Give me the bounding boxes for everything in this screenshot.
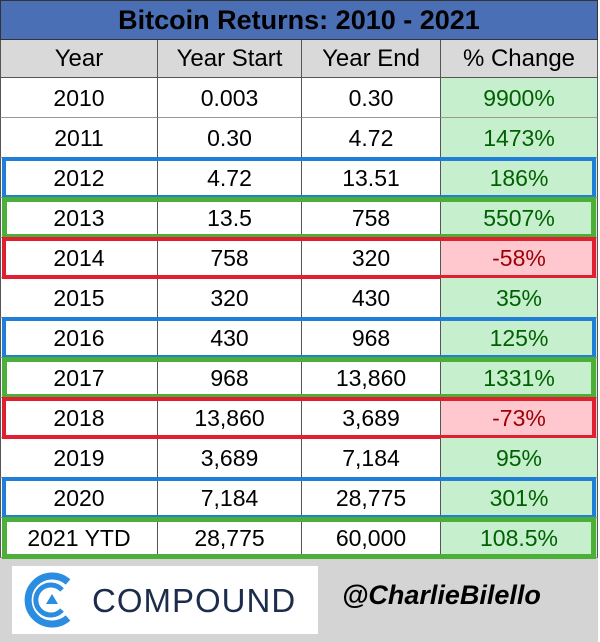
table-cell: 320 xyxy=(302,238,441,278)
row-label: 2013 xyxy=(0,198,158,238)
table-cell: 5507% xyxy=(441,198,598,238)
column-header: % Change xyxy=(441,40,598,78)
table-cell: 301% xyxy=(441,478,598,518)
table-cell: 1473% xyxy=(441,118,598,158)
row-label: 2015 xyxy=(0,278,158,318)
table-cell: -58% xyxy=(441,238,598,278)
table-cell: 758 xyxy=(302,198,441,238)
table-cell: 0.30 xyxy=(158,118,302,158)
table-cell: 4.72 xyxy=(158,158,302,198)
table-cell: 9900% xyxy=(441,78,598,118)
row-label: 2019 xyxy=(0,438,158,478)
table-cell: 0.30 xyxy=(302,78,441,118)
table-cell: 968 xyxy=(158,358,302,398)
column-header: Year Start xyxy=(158,40,302,78)
table-cell: 60,000 xyxy=(302,518,441,558)
table-cell: 13.5 xyxy=(158,198,302,238)
footer: COMPOUND @CharlieBilello xyxy=(0,558,598,642)
table-cell: 13.51 xyxy=(302,158,441,198)
logo-text: COMPOUND xyxy=(92,582,297,619)
row-label: 2020 xyxy=(0,478,158,518)
table-cell: -73% xyxy=(441,398,598,438)
table-cell: 28,775 xyxy=(302,478,441,518)
table-cell: 13,860 xyxy=(158,398,302,438)
table-cell: 4.72 xyxy=(302,118,441,158)
table-cell: 758 xyxy=(158,238,302,278)
table-cell: 430 xyxy=(158,318,302,358)
table-cell: 0.003 xyxy=(158,78,302,118)
table-cell: 7,184 xyxy=(302,438,441,478)
column-header: Year xyxy=(0,40,158,78)
row-label: 2014 xyxy=(0,238,158,278)
column-header: Year End xyxy=(302,40,441,78)
row-label: 2017 xyxy=(0,358,158,398)
table-cell: 3,689 xyxy=(158,438,302,478)
table-cell: 1331% xyxy=(441,358,598,398)
row-label: 2021 YTD xyxy=(0,518,158,558)
table-cell: 968 xyxy=(302,318,441,358)
logo: COMPOUND xyxy=(12,566,318,634)
row-label: 2016 xyxy=(0,318,158,358)
table-cell: 108.5% xyxy=(441,518,598,558)
table-cell: 430 xyxy=(302,278,441,318)
table-cell: 7,184 xyxy=(158,478,302,518)
table-cell: 125% xyxy=(441,318,598,358)
handle: @CharlieBilello xyxy=(342,580,541,610)
table-cell: 35% xyxy=(441,278,598,318)
table-title: Bitcoin Returns: 2010 - 2021 xyxy=(0,0,598,40)
table-cell: 186% xyxy=(441,158,598,198)
row-label: 2011 xyxy=(0,118,158,158)
row-label: 2018 xyxy=(0,398,158,438)
table-cell: 13,860 xyxy=(302,358,441,398)
logo-icon xyxy=(24,572,71,628)
row-label: 2012 xyxy=(0,158,158,198)
row-label: 2010 xyxy=(0,78,158,118)
table-cell: 3,689 xyxy=(302,398,441,438)
table-cell: 95% xyxy=(441,438,598,478)
table-cell: 28,775 xyxy=(158,518,302,558)
table-cell: 320 xyxy=(158,278,302,318)
